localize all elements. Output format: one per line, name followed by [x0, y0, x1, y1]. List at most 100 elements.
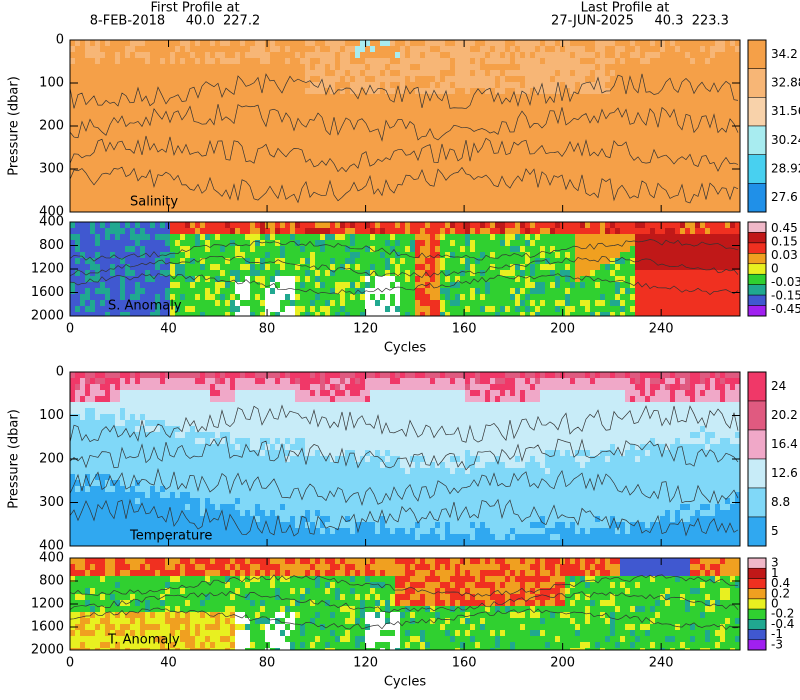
field-cell [480, 40, 485, 46]
field-cell [400, 306, 405, 312]
field-cell [305, 148, 310, 154]
field-cell [280, 106, 285, 112]
field-cell [305, 202, 310, 208]
field-cell [110, 154, 115, 160]
field-cell [110, 94, 115, 100]
field-cell [380, 124, 385, 130]
field-cell [125, 196, 130, 202]
field-cell [535, 190, 540, 196]
field-cell [145, 70, 150, 76]
field-cell [370, 300, 375, 306]
field-cell [490, 70, 495, 76]
field-cell [340, 112, 345, 118]
field-cell [680, 88, 685, 94]
field-cell [235, 100, 240, 106]
field-cell [290, 264, 295, 270]
field-cell [365, 70, 370, 76]
field-cell [250, 306, 255, 312]
field-cell [510, 160, 515, 166]
field-cell [210, 228, 215, 234]
field-cell [620, 148, 625, 154]
field-cell [100, 240, 105, 246]
field-cell [240, 52, 245, 58]
field-cell [75, 312, 80, 316]
field-cell [75, 246, 80, 252]
field-cell [665, 208, 670, 212]
field-cell [520, 82, 525, 88]
field-cell [325, 76, 330, 82]
field-cell [295, 252, 300, 258]
field-cell [230, 246, 235, 252]
field-cell [120, 240, 125, 246]
field-cell [650, 154, 655, 160]
field-cell [210, 100, 215, 106]
field-cell [265, 282, 270, 288]
field-cell [515, 106, 520, 112]
field-cell [700, 154, 705, 160]
field-cell [260, 288, 265, 294]
field-cell [515, 178, 520, 184]
field-cell [225, 58, 230, 64]
field-cell [330, 270, 335, 276]
field-cell [195, 100, 200, 106]
field-cell [370, 148, 375, 154]
field-cell [715, 208, 720, 212]
field-cell [190, 294, 195, 300]
field-cell [430, 178, 435, 184]
field-cell [715, 184, 720, 190]
field-cell [155, 228, 160, 234]
field-cell [685, 52, 690, 58]
field-cell [570, 94, 575, 100]
field-cell [595, 124, 600, 130]
field-cell [650, 172, 655, 178]
field-cell [620, 190, 625, 196]
field-cell [395, 112, 400, 118]
field-cell [210, 88, 215, 94]
field-cell [230, 172, 235, 178]
field-cell [690, 118, 695, 124]
field-cell [260, 202, 265, 208]
field-cell [190, 130, 195, 136]
field-cell [660, 94, 665, 100]
field-cell [140, 76, 145, 82]
field-cell [700, 112, 705, 118]
field-cell [145, 222, 150, 228]
field-cell [455, 148, 460, 154]
field-cell [715, 64, 720, 70]
field-cell [310, 196, 315, 202]
field-cell [200, 166, 205, 172]
field-cell [145, 246, 150, 252]
field-cell [330, 106, 335, 112]
field-cell [270, 276, 275, 282]
field-cell [125, 136, 130, 142]
field-cell [230, 136, 235, 142]
field-cell [590, 142, 595, 148]
field-cell [485, 208, 490, 212]
field-cell [195, 222, 200, 228]
field-cell [545, 142, 550, 148]
field-cell [205, 82, 210, 88]
field-cell [430, 40, 435, 46]
field-cell [330, 100, 335, 106]
field-cell [660, 190, 665, 196]
field-cell [270, 202, 275, 208]
field-cell [120, 276, 125, 282]
field-cell [530, 136, 535, 142]
field-cell [115, 82, 120, 88]
field-cell [245, 64, 250, 70]
field-cell [305, 178, 310, 184]
field-cell [390, 160, 395, 166]
field-cell [535, 70, 540, 76]
field-cell [185, 300, 190, 306]
field-cell [675, 202, 680, 208]
field-cell [165, 184, 170, 190]
field-cell [405, 76, 410, 82]
field-cell [345, 82, 350, 88]
field-cell [350, 118, 355, 124]
field-cell [515, 130, 520, 136]
field-cell [495, 148, 500, 154]
field-cell [675, 112, 680, 118]
field-cell [150, 52, 155, 58]
field-cell [185, 166, 190, 172]
field-cell [280, 130, 285, 136]
